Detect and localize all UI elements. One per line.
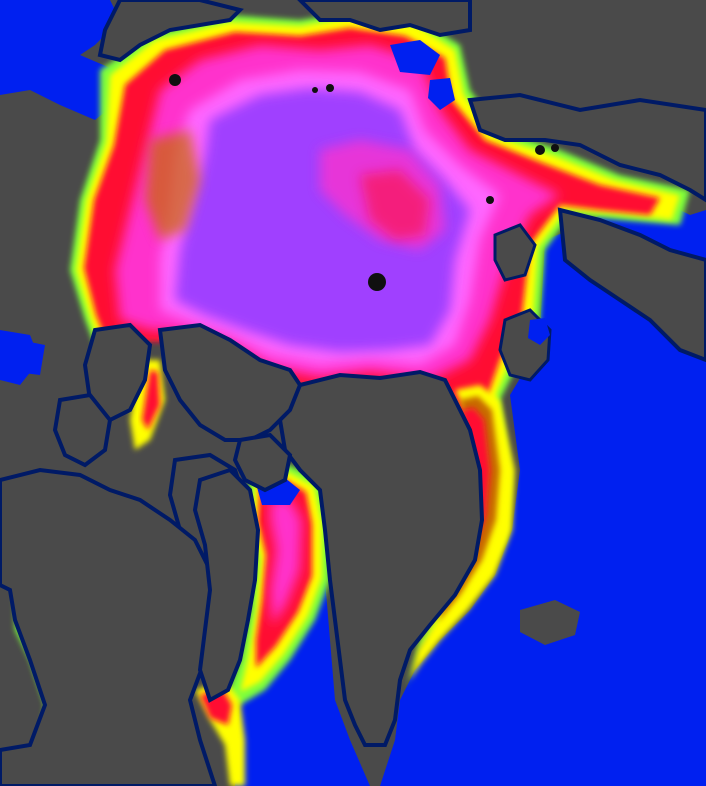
scandinavia (557, 207, 706, 363)
svalbard (493, 223, 537, 282)
open-water-pockets (15, 40, 550, 375)
arctic-ice-pack (70, 10, 690, 690)
ocean-labrador-sea (235, 580, 370, 786)
russian-coast (467, 92, 706, 203)
north-american-mainland (0, 467, 218, 786)
iceland (520, 600, 580, 645)
island-dots (169, 74, 559, 204)
ocean-north-pacific (0, 0, 120, 120)
north-pole-data-hole (368, 273, 386, 291)
ocean-north-atlantic (380, 200, 706, 786)
greenland (277, 369, 485, 747)
siberia-northeast (297, 0, 472, 38)
baffin-island (192, 467, 261, 703)
siberia-north (97, 0, 244, 63)
